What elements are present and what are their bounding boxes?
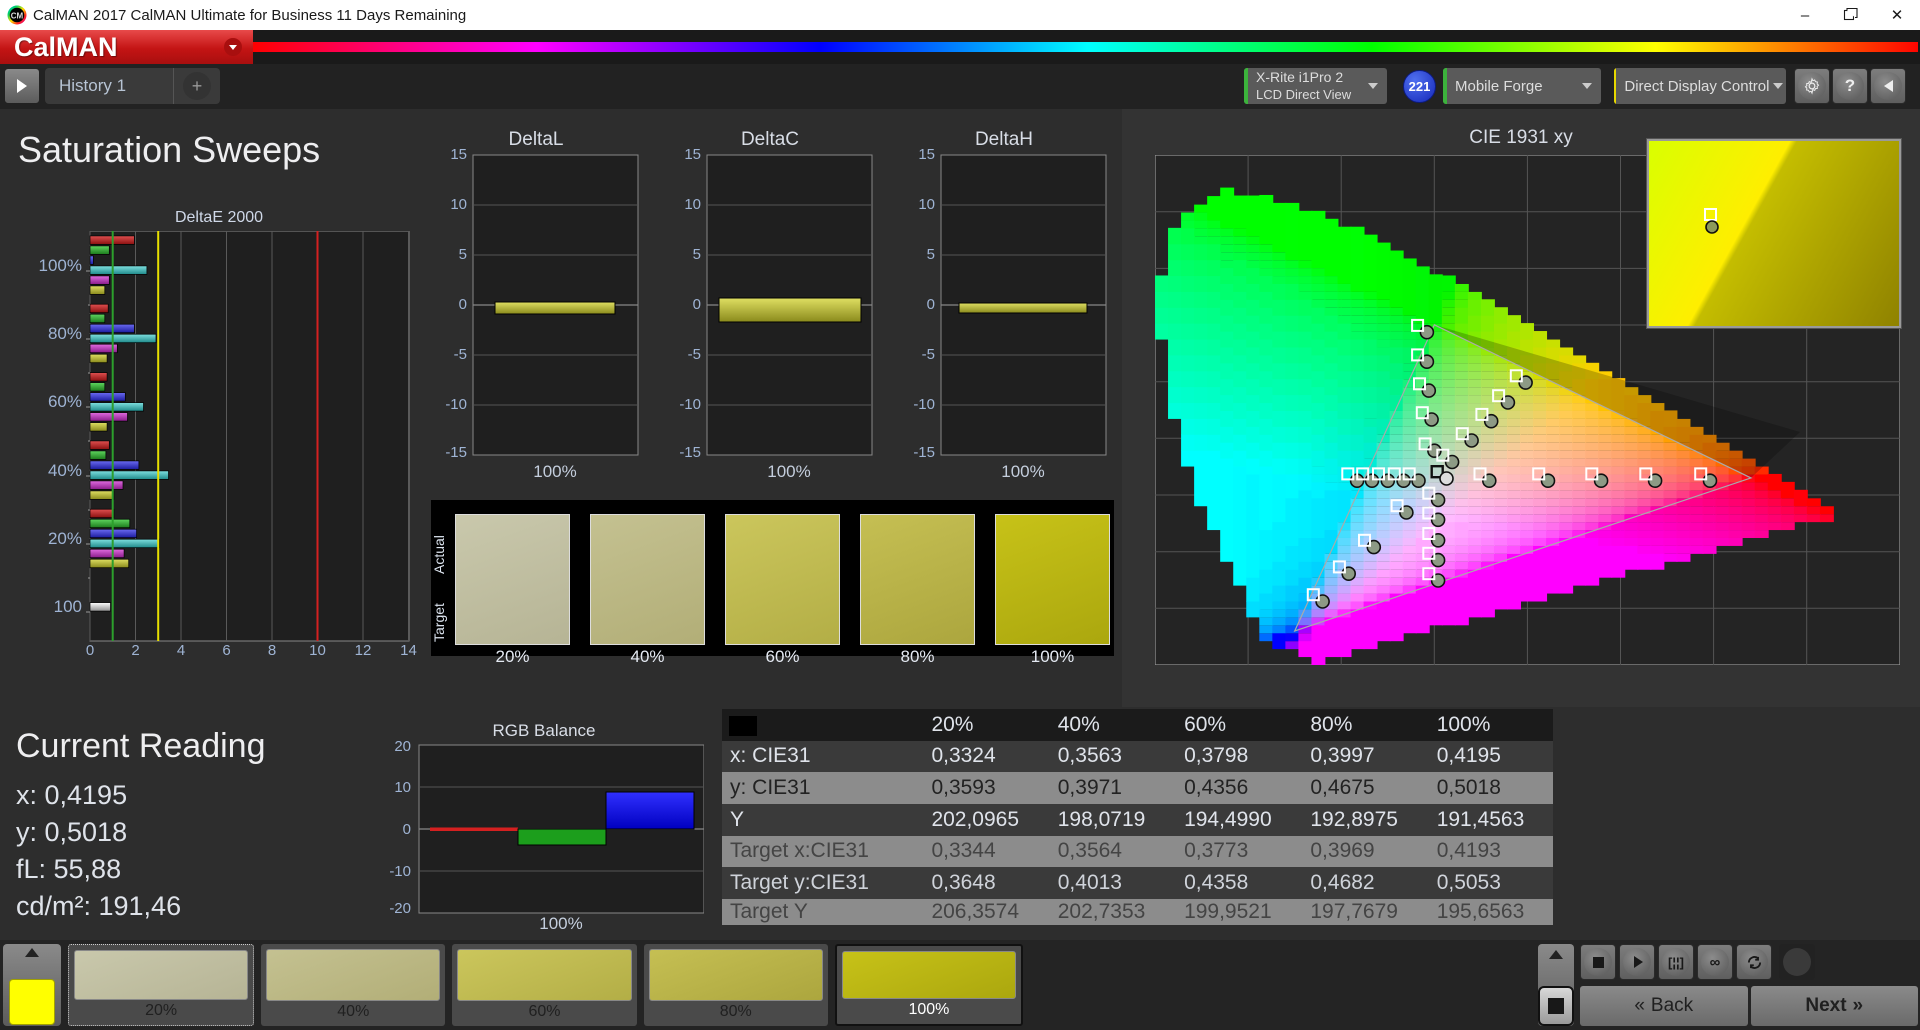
svg-text:100%: 100%: [39, 256, 82, 275]
svg-text:0: 0: [693, 296, 701, 313]
svg-text:10: 10: [309, 642, 326, 655]
svg-text:0: 0: [86, 642, 94, 655]
svg-text:-10: -10: [389, 863, 411, 880]
svg-text:100%: 100%: [533, 462, 576, 481]
svg-text:-15: -15: [913, 444, 935, 461]
svg-text:-5: -5: [454, 346, 467, 363]
svg-text:-10: -10: [445, 396, 467, 413]
svg-text:12: 12: [355, 642, 372, 655]
svg-text:20%: 20%: [48, 529, 82, 548]
svg-text:5: 5: [459, 246, 467, 263]
svg-text:100: 100: [54, 597, 82, 616]
svg-text:80%: 80%: [48, 324, 82, 343]
svg-text:DeltaH: DeltaH: [975, 131, 1033, 150]
svg-text:10: 10: [450, 196, 467, 213]
svg-text:8: 8: [268, 642, 276, 655]
svg-text:10: 10: [918, 196, 935, 213]
svg-text:6: 6: [222, 642, 230, 655]
svg-text:0: 0: [927, 296, 935, 313]
svg-text:DeltaL: DeltaL: [509, 131, 564, 150]
svg-text:-10: -10: [679, 396, 701, 413]
svg-text:5: 5: [927, 246, 935, 263]
svg-text:-5: -5: [688, 346, 701, 363]
svg-text:DeltaC: DeltaC: [741, 131, 799, 150]
svg-text:15: 15: [450, 146, 467, 163]
svg-text:CM: CM: [11, 12, 24, 21]
svg-text:15: 15: [684, 146, 701, 163]
svg-text:60%: 60%: [48, 392, 82, 411]
svg-text:-15: -15: [445, 444, 467, 461]
svg-text:2: 2: [131, 642, 139, 655]
svg-text:4: 4: [177, 642, 185, 655]
svg-text:20: 20: [394, 741, 411, 755]
svg-text:-15: -15: [679, 444, 701, 461]
svg-text:-10: -10: [913, 396, 935, 413]
svg-text:0: 0: [459, 296, 467, 313]
svg-text:40%: 40%: [48, 461, 82, 480]
svg-text:-5: -5: [922, 346, 935, 363]
svg-text:-20: -20: [389, 900, 411, 917]
svg-text:5: 5: [693, 246, 701, 263]
svg-text:15: 15: [918, 146, 935, 163]
svg-text:0: 0: [403, 821, 411, 838]
svg-text:14: 14: [400, 642, 417, 655]
svg-text:100%: 100%: [1001, 462, 1044, 481]
svg-text:100%: 100%: [539, 914, 582, 931]
svg-text:10: 10: [684, 196, 701, 213]
svg-text:100%: 100%: [767, 462, 810, 481]
svg-text:10: 10: [394, 779, 411, 796]
